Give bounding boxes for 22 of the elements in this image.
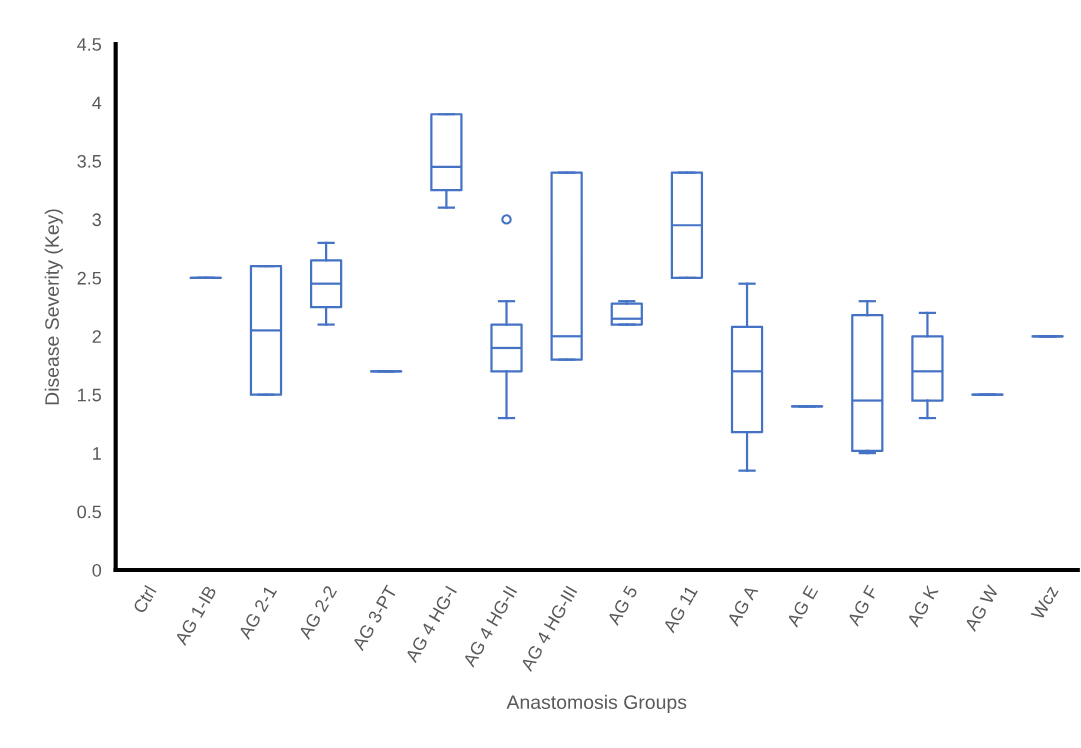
x-tick-label: AG F: [846, 584, 879, 627]
y-tick-label: 3.5: [77, 154, 102, 168]
x-tick-label: AG 2-1: [237, 584, 278, 640]
y-tick-label: 4: [92, 96, 102, 110]
y-tick-label: 1: [93, 447, 101, 460]
x-tick-label: AG 5: [606, 584, 638, 627]
y-tick-label: 0: [92, 563, 102, 577]
x-axis-title: Anastomosis Groups: [506, 694, 687, 713]
x-tick-label: AG A: [726, 584, 759, 627]
y-tick-label: 3: [92, 213, 101, 227]
x-tick-label: AG W: [963, 584, 1000, 633]
x-tick-label: AG 2-2: [297, 584, 338, 640]
x-tick-label: Ctrl: [132, 584, 157, 615]
y-tick-label: 1.5: [78, 388, 102, 402]
y-tick-label: 2: [92, 330, 101, 343]
y-tick-label: 2.5: [77, 271, 102, 285]
y-tick-label: 4.5: [77, 38, 102, 51]
x-tick-label: AG E: [786, 584, 819, 628]
x-tick-label: AG K: [906, 584, 939, 628]
x-tick-label: AG 11: [662, 584, 698, 634]
y-axis-title: Disease Severity (Key): [44, 209, 63, 405]
y-tick-label: 0.5: [77, 505, 102, 519]
